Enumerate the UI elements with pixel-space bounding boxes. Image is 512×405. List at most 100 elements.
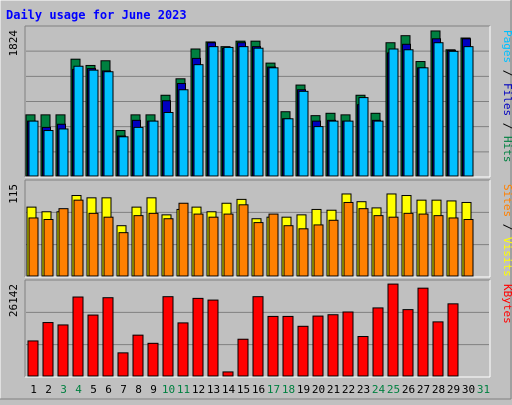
kbytes-bar	[87, 314, 99, 377]
sites-bar	[73, 199, 84, 277]
pages-bar	[238, 46, 249, 177]
kbytes-bar	[27, 340, 39, 377]
kbytes-bar	[267, 315, 279, 377]
day-label: 10	[162, 383, 175, 396]
sites-bar	[403, 212, 414, 277]
day-label: 19	[297, 383, 310, 396]
sites-bar	[283, 225, 294, 277]
kbytes-bar	[432, 321, 444, 377]
pages-bar	[358, 97, 369, 177]
pages-bar	[403, 49, 414, 177]
pages-bar	[58, 128, 69, 177]
visits-bars	[26, 193, 474, 277]
day-label: 28	[432, 383, 445, 396]
kbytes-bar	[162, 296, 174, 377]
pages-bar	[193, 64, 204, 177]
day-label: 3	[60, 383, 67, 396]
sites-bar	[388, 216, 399, 277]
visits-legend-entry-0: Sites	[501, 184, 512, 217]
kbytes-bar	[327, 314, 339, 377]
sites-bar	[418, 213, 429, 277]
pages-bar	[463, 46, 474, 177]
pages-bar	[328, 120, 339, 177]
kbytes-bar	[402, 309, 414, 377]
pages-bar	[28, 120, 39, 177]
sites-bar	[208, 216, 219, 277]
sites-bar	[373, 215, 384, 277]
day-label: 4	[75, 383, 82, 396]
sites-bar	[358, 208, 369, 277]
day-label: 23	[357, 383, 370, 396]
sites-bar	[223, 213, 234, 277]
kbytes-bar	[177, 322, 189, 377]
day-label: 12	[192, 383, 205, 396]
pages-bar	[88, 69, 99, 177]
day-label: 29	[447, 383, 460, 396]
pages-bar	[298, 90, 309, 177]
hits-panel-frame	[24, 25, 491, 178]
pages-bar	[208, 46, 219, 177]
hits-legend-entry-4: Hits	[501, 136, 512, 163]
day-label: 21	[327, 383, 340, 396]
day-label: 22	[342, 383, 355, 396]
visits-legend-entry-2: Visits	[501, 237, 512, 277]
day-label: 24	[372, 383, 386, 396]
pages-bar	[118, 136, 129, 177]
hits-legend: Pages / Files / Hits	[501, 30, 512, 163]
day-label: 14	[222, 383, 236, 396]
kbytes-bar	[357, 336, 369, 377]
day-label: 31	[477, 383, 490, 396]
sites-bar	[43, 219, 54, 277]
kbytes-legend-entry-0: KBytes	[501, 284, 512, 324]
pages-bar	[253, 47, 264, 177]
sites-bar	[238, 204, 249, 277]
pages-bar	[433, 42, 444, 177]
sites-bar	[463, 219, 474, 277]
day-label: 2	[45, 383, 52, 396]
hits-legend-entry-0: Pages	[501, 30, 512, 63]
visits-legend-entry-1: /	[501, 217, 512, 237]
kbytes-bar	[372, 307, 384, 377]
sites-bar	[298, 228, 309, 277]
kbytes-bar	[342, 311, 354, 377]
hits-legend-entry-1: /	[501, 63, 512, 83]
pages-bar	[283, 118, 294, 177]
day-label: 8	[135, 383, 142, 396]
kbytes-bar	[222, 371, 234, 377]
sites-bar	[313, 224, 324, 277]
hits-bars	[25, 30, 474, 177]
pages-bar	[163, 111, 174, 177]
hits-legend-entry-2: Files	[501, 83, 512, 116]
kbytes-bar	[297, 325, 309, 377]
kbytes-bar	[57, 324, 69, 377]
kbytes-bar	[102, 297, 114, 377]
day-labels: 1 2 3 4 5 6 7 8 9 10 11 12 13 14 15 16 17 18 19 20 21 22 23 24 2…	[30, 383, 490, 396]
day-label: 9	[150, 383, 157, 396]
kbytes-bar	[42, 322, 54, 377]
pages-bar	[343, 120, 354, 177]
pages-bar	[133, 126, 144, 177]
sites-bar	[133, 215, 144, 277]
kbytes-legend: KBytes	[501, 284, 512, 324]
pages-bar	[103, 71, 114, 177]
day-label: 5	[90, 383, 97, 396]
sites-bar	[163, 218, 174, 277]
day-label: 30	[462, 383, 475, 396]
sites-bar	[433, 215, 444, 277]
kbytes-bars	[27, 283, 459, 377]
pages-bar	[223, 46, 234, 177]
day-label: 27	[417, 383, 430, 396]
day-label: 26	[402, 383, 415, 396]
pages-bar	[268, 67, 279, 177]
day-label: 16	[252, 383, 265, 396]
sites-bar	[28, 217, 39, 277]
kbytes-bar	[312, 315, 324, 377]
kbytes-bar	[147, 342, 159, 377]
kbytes-bar	[207, 299, 219, 377]
kbytes-bar	[72, 296, 84, 377]
kbytes-bar	[237, 338, 249, 377]
day-label: 18	[282, 383, 295, 396]
visits-ymax-label: 115	[7, 184, 20, 204]
